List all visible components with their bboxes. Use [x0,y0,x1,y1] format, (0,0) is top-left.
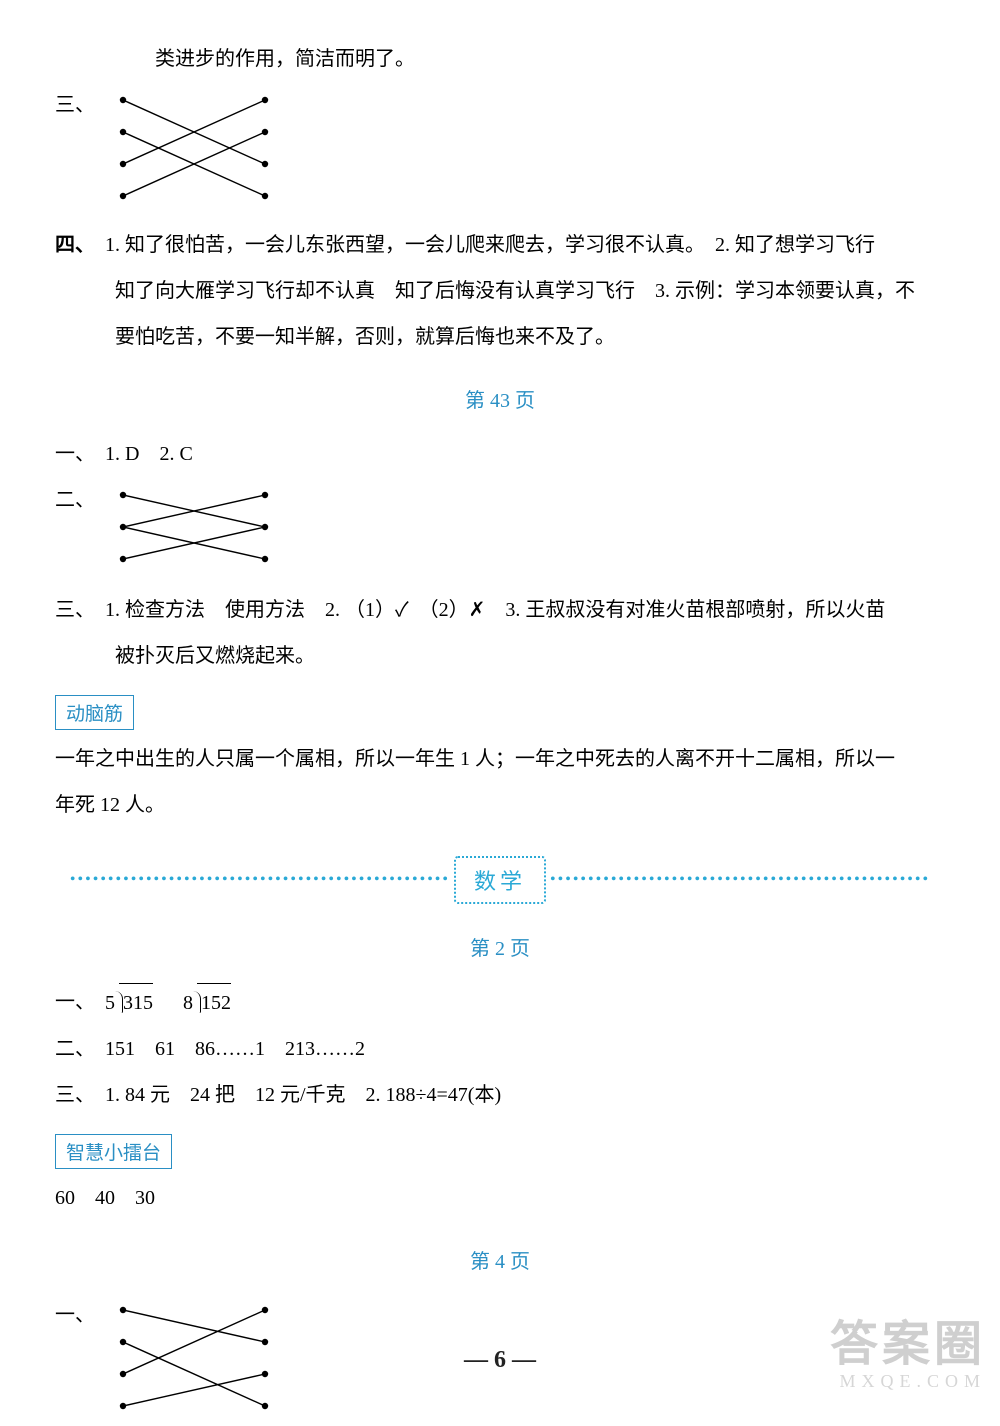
ld2-dividend: 152 [197,983,231,1022]
p43-three-line1: 1. 检查方法 使用方法 2. （1）✓ （2）✗ 3. 王叔叔没有对准火苗根部… [105,599,885,621]
p43-one-label: 一、 [55,435,105,473]
page-2-header: 第 2 页 [55,932,945,961]
brain-label: 动脑筋 [55,695,134,730]
section-four-line2: 知了向大雁学习飞行却不认真 知了后悔没有认真学习飞行 3. 示例：学习本领要认真… [55,272,945,310]
p4-one-label: 一、 [55,1296,105,1334]
brain-box: 动脑筋 [55,683,945,740]
long-division-2: 8152 [183,983,231,1022]
matching-diagram-1 [105,86,285,216]
p2-section-two: 二、 151 61 86……1 213……2 [55,1030,945,1068]
dots-left: ••••••••••••••••••••••••••••••••••••••••… [55,871,454,889]
subject-divider: ••••••••••••••••••••••••••••••••••••••••… [55,856,945,904]
smart-text: 60 40 30 [55,1179,945,1217]
watermark-big: 答案圈 [830,1319,986,1372]
section-four-line1: 1. 知了很怕苦，一会儿东张西望，一会儿爬来爬去，学习很不认真。 2. 知了想学… [105,234,875,256]
continuation-text: 类进步的作用，简洁而明了。 [55,40,945,78]
section-three-label: 三、 [55,86,105,124]
p2-two-label: 二、 [55,1030,105,1068]
p2-section-three: 三、 1. 84 元 24 把 12 元/千克 2. 188÷4=47(本) [55,1076,945,1114]
dots-right: ••••••••••••••••••••••••••••••••••••••••… [546,871,945,889]
matching-diagram-2 [105,481,285,581]
page-4-header: 第 4 页 [55,1245,945,1274]
p43-three-label: 三、 [55,591,105,629]
ld1-dividend: 315 [119,983,153,1022]
smart-label: 智慧小擂台 [55,1134,172,1169]
p43-two-label: 二、 [55,481,105,519]
p43-three-line2: 被扑灭后又燃烧起来。 [55,637,945,675]
ld1-divisor: 5 [105,984,115,1022]
p43-one-text: 1. D 2. C [105,443,193,465]
p2-one-label: 一、 [55,983,105,1021]
brain-line1: 一年之中出生的人只属一个属相，所以一年生 1 人；一年之中死去的人离不开十二属相… [55,740,945,778]
page-43-header: 第 43 页 [55,384,945,413]
page-content: 类进步的作用，简洁而明了。 三、 四、 1. 知了很怕苦，一会儿东张西望，一会儿… [55,40,945,1426]
section-four-label: 四、 [55,226,105,264]
watermark-small: MXQE.COM [830,1372,986,1392]
watermark: 答案圈 MXQE.COM [830,1319,986,1392]
brain-line2: 年死 12 人。 [55,786,945,824]
section-four: 四、 1. 知了很怕苦，一会儿东张西望，一会儿爬来爬去，学习很不认真。 2. 知… [55,226,945,264]
p2-three-label: 三、 [55,1076,105,1114]
smart-box: 智慧小擂台 [55,1122,945,1179]
p2-three-text: 1. 84 元 24 把 12 元/千克 2. 188÷4=47(本) [105,1084,501,1106]
p2-section-one: 一、 5315 8152 [55,983,945,1022]
ld2-divisor: 8 [183,984,193,1022]
p2-two-text: 151 61 86……1 213……2 [105,1038,365,1060]
long-division-1: 5315 [105,983,153,1022]
subject-label: 数学 [454,856,546,904]
p43-section-one: 一、 1. D 2. C [55,435,945,473]
section-four-line3: 要怕吃苦，不要一知半解，否则，就算后悔也来不及了。 [55,318,945,356]
p43-section-three: 三、 1. 检查方法 使用方法 2. （1）✓ （2）✗ 3. 王叔叔没有对准火… [55,591,945,629]
